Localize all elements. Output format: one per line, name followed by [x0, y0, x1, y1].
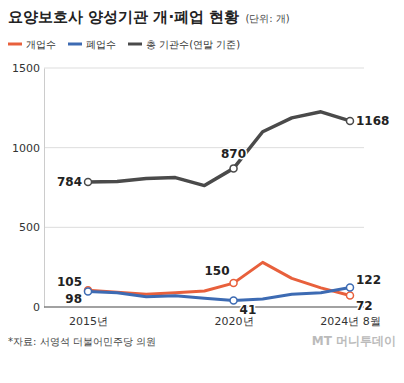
x-tick-label: 2015년 — [69, 315, 108, 328]
grid-line — [44, 307, 364, 308]
y-tick: 1000 — [12, 142, 44, 155]
point-marker — [85, 179, 92, 186]
chart: 요양보호사 양성기관 개·폐업 현황 (단위: 개) 개업수 폐업수 총 기관수(연말 … — [0, 0, 404, 383]
legend-label: 총 기관수(연말 기준) — [146, 39, 240, 50]
grid-line — [44, 227, 364, 228]
point-marker — [230, 165, 237, 172]
y-axis-line — [44, 69, 45, 308]
legend-item: 총 기관수(연말 기준) — [128, 39, 240, 50]
data-label: 1168 — [356, 114, 389, 128]
data-label: 72 — [356, 299, 373, 313]
data-label: 122 — [356, 273, 381, 287]
point-marker — [230, 297, 237, 304]
grid-line — [44, 147, 364, 148]
point-marker — [347, 117, 354, 124]
title-text: 요양보호사 양성기관 개·폐업 현황 — [8, 8, 239, 26]
y-tick-label: 0 — [33, 301, 40, 314]
legend-swatch — [68, 43, 82, 46]
y-tick-label: 1000 — [12, 142, 40, 155]
subtitle: (단위: 개) — [245, 13, 289, 24]
data-label: 150 — [204, 264, 229, 278]
point-marker — [347, 284, 354, 291]
y-tick-label: 500 — [19, 221, 40, 234]
data-label: 98 — [65, 292, 82, 306]
y-tick: 1500 — [12, 62, 44, 75]
title: 요양보호사 양성기관 개·폐업 현황 (단위: 개) — [8, 8, 290, 26]
x-tick-label: 2024년 8월 — [320, 315, 381, 328]
x-axis-line — [44, 307, 364, 308]
x-tick: 2015년 — [69, 307, 108, 328]
data-label: 870 — [221, 147, 246, 161]
legend-label: 개업수 — [26, 39, 56, 50]
series-line — [88, 262, 350, 295]
data-labels: 105 150 72 98 41 122 784 870 1168 — [57, 114, 389, 318]
point-marker — [347, 292, 354, 299]
legend-label: 폐업수 — [86, 39, 116, 50]
series-line — [88, 112, 350, 186]
data-label: 105 — [57, 275, 82, 289]
legend-swatch — [128, 43, 142, 46]
point-marker — [230, 280, 237, 287]
legend-item: 폐업수 — [68, 39, 116, 50]
legend: 개업수 폐업수 총 기관수(연말 기준) — [8, 39, 240, 50]
plot-area — [85, 112, 354, 304]
legend-item: 개업수 — [8, 39, 56, 50]
point-marker — [85, 288, 92, 295]
series-line — [88, 288, 350, 301]
source: *자료: 서영석 더불어민주당 의원 — [8, 336, 156, 347]
x-axis: 2015년2020년2024년 8월 — [44, 307, 381, 328]
watermark: MT 머니투데이 — [312, 334, 396, 348]
y-axis: 0 500 1000 1500 — [12, 62, 45, 314]
grid — [44, 68, 364, 307]
y-tick-label: 1500 — [12, 62, 40, 75]
data-label: 41 — [240, 303, 257, 317]
grid-line — [44, 68, 364, 69]
y-tick: 500 — [19, 221, 44, 234]
data-label: 784 — [57, 175, 82, 189]
y-tick: 0 — [33, 301, 44, 314]
legend-swatch — [8, 43, 22, 46]
